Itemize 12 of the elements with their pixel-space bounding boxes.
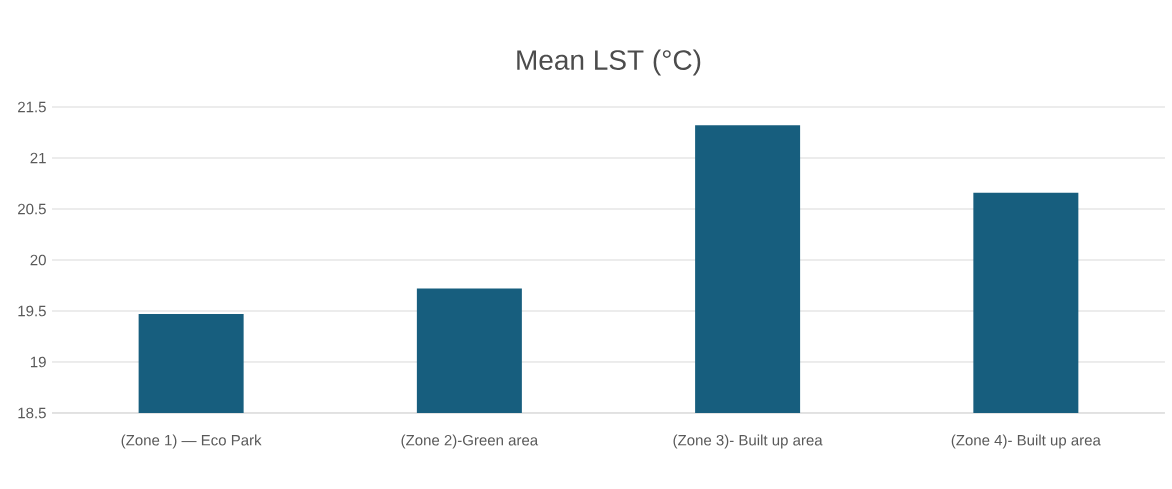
y-tick-label: 20 bbox=[30, 254, 46, 266]
y-tick-label: 21 bbox=[30, 152, 46, 164]
y-tick-label: 21.5 bbox=[18, 101, 46, 113]
x-tick-label: (Zone 1) — Eco Park bbox=[121, 434, 262, 449]
x-tick-label: (Zone 4)- Built up area bbox=[951, 434, 1101, 449]
y-tick-label: 18.5 bbox=[18, 407, 46, 419]
y-tick-label: 19 bbox=[30, 356, 46, 368]
chart-title: Mean LST (°C) bbox=[517, 49, 701, 76]
y-tick-label: 19.5 bbox=[18, 305, 46, 317]
x-tick-label: (Zone 3)- Built up area bbox=[673, 434, 823, 449]
y-tick-label: 20.5 bbox=[18, 203, 46, 215]
x-tick-label: (Zone 2)-Green area bbox=[401, 434, 539, 449]
